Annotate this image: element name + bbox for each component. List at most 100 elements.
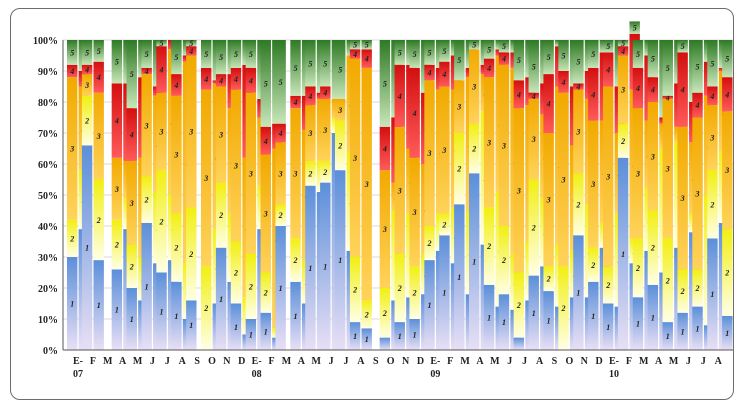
segment-label: 3 [159,127,164,136]
bar-segment-5 [722,40,733,78]
bar-segment-4 [93,61,104,93]
segment-label: 4 [322,89,327,98]
bar-stack: 1 2 3 4 5 [156,39,167,350]
bar-stack: 1 2 3 4 5 [632,40,644,350]
bar-segment-2 [469,123,480,174]
segment-label: 5 [666,64,670,73]
bar-segment-5 [483,40,495,59]
bar-segment-4 [67,64,78,78]
segment-label: 3 [144,121,149,130]
bar-segment-3 [469,49,480,124]
bar-segment-5 [513,40,525,81]
bar-segment-2 [320,160,331,183]
segment-label: 4 [173,81,178,90]
segment-label: 3 [665,165,670,174]
segment-label: 2 [427,239,432,248]
bar-segment-1 [513,337,525,350]
segment-label: 4 [427,69,432,78]
bar-segment-5 [707,40,718,87]
bar-stack: 1 2 3 4 5 [692,40,703,350]
segment-label: 2 [218,211,223,220]
y-tick-label: 50% [38,191,58,202]
y-tick-label: 100% [33,36,58,47]
bar-segment-5 [230,40,242,68]
bar-segment-1 [677,312,688,350]
segment-label: 3 [278,169,283,178]
bar-segment-1 [617,157,629,350]
bar-stack: 1 2 3 4 5 [81,40,93,350]
bar-stack: 1 2 3 4 5 [260,40,271,350]
segment-label: 5 [591,50,595,59]
segment-label: 3 [322,126,327,135]
segment-label: 5 [189,39,193,48]
bar-segment-1 [260,312,271,350]
bar-segment-4 [707,86,718,106]
segment-label: 3 [531,135,536,144]
segment-label: 3 [129,199,134,208]
bar-stack: 2 3 4 5 [201,40,212,350]
segment-label: 5 [204,50,208,59]
bar-segment-4 [81,64,93,75]
x-tick-label: N [402,356,410,367]
bar-segment-3 [707,105,718,171]
segment-label: 2 [531,224,536,233]
bar-segment-4 [215,74,227,87]
x-tick-label: S [194,356,200,367]
segment-label: 3 [233,162,238,171]
segment-label: 2 [650,244,655,253]
bar-segment-3 [647,102,659,211]
segment-label: 4 [546,100,551,109]
segment-label: 4 [605,65,610,74]
bar-segment-5 [126,40,137,109]
x-tick-label: S [552,356,558,367]
bar-stack: 1 2 3 4 5 [603,40,614,350]
y-tick-label: 60% [38,160,58,171]
bar-segment-3 [409,157,420,267]
segment-label: 2 [84,117,89,126]
segment-label: 2 [695,284,700,293]
bar-segment-2 [424,226,435,261]
segment-label: 3 [516,186,521,195]
segment-label: 2 [456,165,461,174]
bar-segment-5 [349,40,361,50]
bar-segment-5 [215,40,227,75]
segment-label: 5 [174,53,178,62]
bar-stack: 1 2 3 4 5 [394,40,405,350]
bar-segment-1 [305,185,316,350]
bar-segment-3 [245,92,257,254]
x-tick-label: O [387,356,395,367]
bar-stack: 1 2 3 5 [454,40,465,350]
bar-segment-4 [573,83,584,90]
bar-segment-5 [629,21,640,34]
bar-segment-1 [573,235,584,350]
segment-label: 4 [293,98,298,107]
bar-segment-5 [379,40,391,127]
segment-label: 1 [651,313,655,322]
segment-label: 2 [709,200,714,209]
segment-label: 2 [129,262,134,271]
bar-segment-3 [513,108,525,273]
bar-segment-1 [335,170,346,350]
segment-label: 5 [115,58,119,67]
bar-segment-1 [111,269,123,350]
y-tick-label: 0% [43,346,58,357]
bar-stack: 1 2 3 4 5 [424,40,435,350]
segment-label: 2 [144,196,149,205]
bar-segment-5 [93,40,104,62]
segment-label: 2 [293,256,298,265]
bar-segment-2 [290,238,301,282]
bar-stack: 1 2 3 4 5 [647,40,659,350]
bar-segment-4 [513,80,525,109]
segment-label: 4 [352,50,357,59]
segment-label: 2 [635,264,640,273]
bar-segment-2 [156,170,167,273]
bar-segment-1 [662,322,673,350]
segment-label: 4 [620,47,625,56]
segment-label: 5 [308,59,312,68]
bar-segment-1 [707,238,718,350]
bar-stack: 1 2 3 4 5 [290,40,301,350]
x-tick-label: S [373,356,379,367]
bar-segment-5 [141,40,152,68]
bar-stack: 1 2 3 4 5 [409,40,420,350]
segment-label: 2 [307,169,312,178]
